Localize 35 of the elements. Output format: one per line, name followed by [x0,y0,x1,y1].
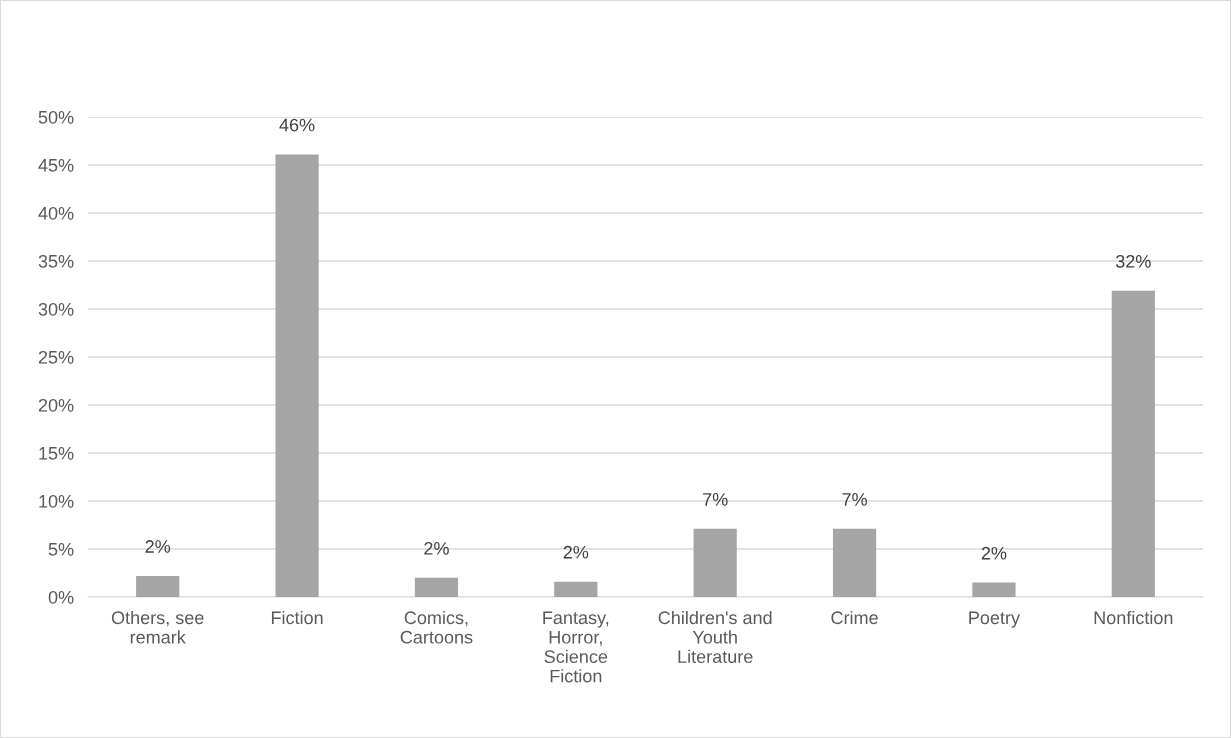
y-tick-label: 15% [39,447,74,460]
bar [832,528,877,597]
data-label: 2% [424,542,449,555]
data-label: 2% [563,545,589,559]
data-label: 2% [981,546,1007,560]
bar [136,575,180,597]
bar [693,528,737,597]
data-label: 46% [279,118,315,132]
data-label: 32% [1115,254,1151,268]
bar [554,581,598,597]
y-tick-label: 0% [48,590,74,604]
data-label: 7% [703,493,728,506]
bar [1111,290,1155,597]
x-tick-label: Fiction [271,610,323,625]
y-tick-label: 30% [38,302,74,316]
x-tick-label: Comics, Cartoons [400,610,473,644]
data-label: 2% [145,540,171,553]
x-tick-label: Crime [831,610,878,625]
y-tick-label: 25% [38,350,74,364]
x-tick-label: Nonfiction [1094,610,1173,625]
x-tick-label: Fantasy, Horror, Science Fiction [543,611,609,683]
y-tick-label: 50% [38,110,74,124]
x-tick-label: Poetry [969,611,1020,628]
y-tick-label: 10% [39,494,74,508]
y-tick-label: 35% [38,254,74,268]
bar [275,154,319,597]
bar [414,577,459,597]
y-tick-label: 40% [38,206,74,220]
x-tick-label: Children's and Youth Literature [658,610,772,664]
y-tick-label: 45% [38,159,74,172]
x-tick-label: Others, see remark [111,610,204,644]
y-tick-label: 20% [38,398,74,412]
y-tick-label: 5% [48,543,74,556]
data-label: 7% [842,493,867,506]
bar [972,582,1016,597]
